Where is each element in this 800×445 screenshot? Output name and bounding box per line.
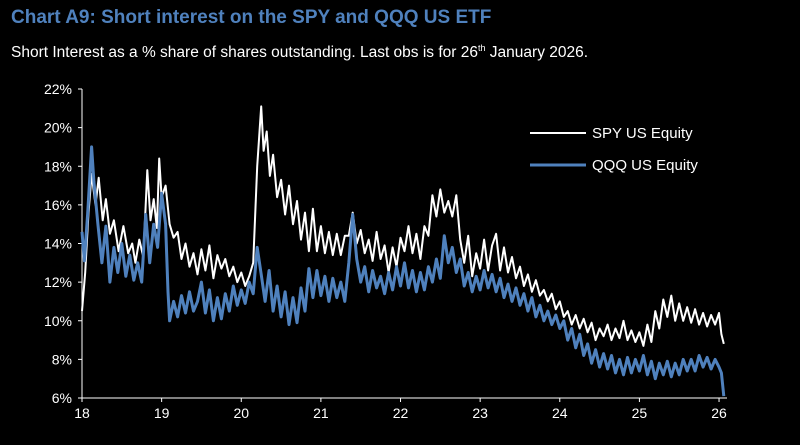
subtitle-superscript: th	[477, 43, 486, 53]
series-line-qqq	[80, 145, 726, 397]
y-tick-label: 16%	[44, 197, 72, 213]
x-tick-label: 23	[472, 405, 488, 421]
legend-label-qqq: QQQ US Equity	[592, 157, 698, 174]
x-tick-label: 20	[233, 405, 249, 421]
chart-axes: 6% 8% 10% 12% 14% 16% 18% 20% 22% 18 19 20 21 22 23 24 2…	[44, 81, 727, 421]
subtitle-text: Short Interest as a % share of shares ou…	[11, 44, 478, 62]
chart-subtitle: Short Interest as a % share of shares ou…	[11, 43, 588, 62]
x-tick-label: 24	[552, 405, 568, 421]
subtitle-date-text: January 2026.	[485, 44, 589, 62]
x-tick-label: 22	[393, 405, 409, 421]
chart-title: Chart A9: Short interest on the SPY and …	[11, 7, 492, 28]
x-tick-label: 21	[313, 405, 329, 421]
series-line-spy	[81, 105, 725, 347]
x-tick-label: 19	[154, 405, 170, 421]
y-tick-label: 12%	[44, 274, 72, 290]
y-tick-label: 6%	[52, 390, 72, 406]
chart-lines	[80, 105, 726, 397]
y-tick-label: 20%	[44, 120, 72, 136]
chart-legend: SPY US Equity QQQ US Equity	[530, 125, 698, 174]
x-tick-label: 26	[711, 405, 727, 421]
legend-label-spy: SPY US Equity	[592, 125, 693, 142]
x-tick-label: 18	[74, 405, 90, 421]
y-tick-label: 22%	[44, 81, 72, 97]
y-tick-label: 8%	[52, 351, 72, 367]
y-tick-label: 14%	[44, 236, 72, 252]
x-tick-label: 25	[632, 405, 648, 421]
y-tick-label: 18%	[44, 158, 72, 174]
y-tick-label: 10%	[44, 313, 72, 329]
